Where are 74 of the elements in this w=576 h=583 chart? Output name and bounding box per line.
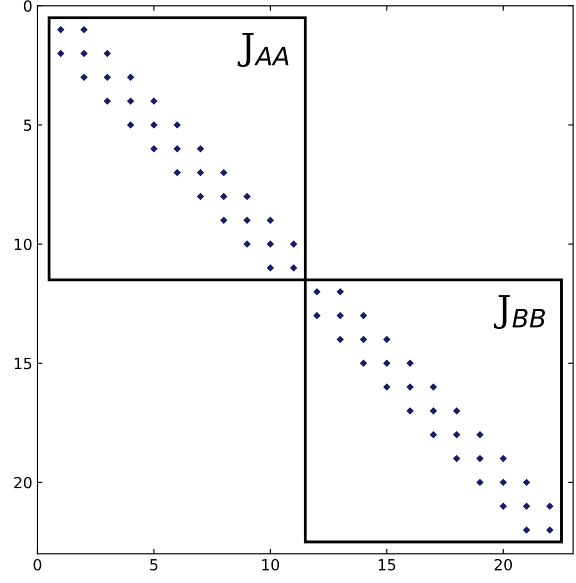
x-tick-label: 5: [150, 559, 158, 571]
point: [104, 74, 111, 81]
point: [57, 26, 64, 34]
point: [126, 97, 134, 105]
point: [126, 74, 134, 81]
x-tick-label: 15: [378, 559, 396, 571]
point: [406, 407, 414, 415]
y-tick-label: 15: [14, 358, 32, 370]
point: [266, 216, 274, 224]
point: [406, 383, 414, 391]
point: [266, 264, 274, 272]
point: [522, 526, 530, 534]
point: [500, 454, 507, 462]
y-tick-label: 20: [14, 476, 32, 488]
point: [174, 145, 181, 152]
point: [220, 216, 228, 224]
point: [126, 121, 134, 129]
point: [57, 50, 64, 58]
point: [500, 502, 507, 510]
point: [243, 216, 251, 224]
x-tick-label: 10: [262, 558, 280, 571]
x-tick-label: 20: [494, 558, 512, 571]
point: [220, 168, 228, 176]
point: [220, 192, 228, 200]
point: [522, 502, 530, 510]
point: [452, 454, 460, 462]
point: [243, 192, 251, 200]
point: [196, 145, 204, 152]
point: [430, 431, 438, 438]
point: [476, 454, 484, 462]
point: [290, 240, 298, 248]
point: [430, 383, 438, 391]
point: [243, 240, 251, 248]
x-tick-label: 0: [34, 558, 42, 571]
point: [406, 360, 414, 367]
point: [476, 431, 484, 438]
point: [313, 288, 321, 296]
point: [360, 360, 368, 367]
point: [383, 383, 390, 391]
point: [476, 478, 484, 486]
point: [452, 407, 460, 415]
point: [336, 336, 344, 344]
point: [196, 168, 204, 176]
point: [150, 121, 158, 129]
point: [174, 121, 181, 129]
y-tick-label: 5: [24, 120, 32, 131]
point: [290, 264, 298, 272]
point: [383, 360, 390, 367]
point: [80, 26, 88, 34]
point: [80, 74, 88, 81]
point: [546, 526, 554, 534]
point: [104, 97, 111, 105]
annotation: J$_{BB}$: [494, 295, 545, 329]
point: [80, 50, 88, 58]
point: [430, 407, 438, 415]
point: [452, 431, 460, 438]
y-tick-label: 10: [14, 238, 32, 250]
point: [360, 312, 368, 320]
point: [104, 50, 111, 58]
point: [336, 312, 344, 320]
point: [150, 97, 158, 105]
point: [174, 168, 181, 176]
annotation: J$_{AA}$: [238, 33, 288, 67]
point: [196, 192, 204, 200]
point: [522, 478, 530, 486]
point: [500, 478, 507, 486]
point: [336, 288, 344, 296]
point: [266, 240, 274, 248]
point: [150, 145, 158, 152]
point: [313, 312, 321, 320]
y-tick-label: 0: [24, 0, 32, 12]
point: [360, 336, 368, 344]
point: [546, 502, 554, 510]
point: [383, 336, 390, 344]
